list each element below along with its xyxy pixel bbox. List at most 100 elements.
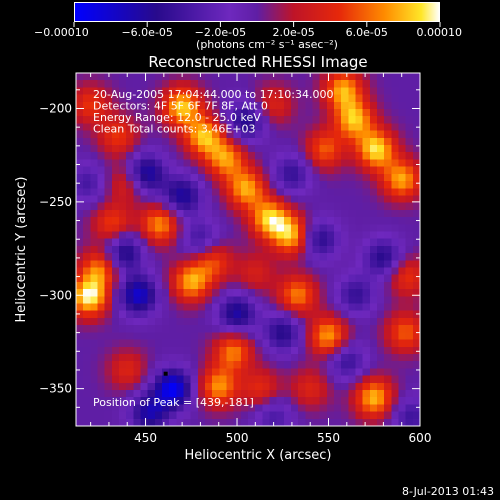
annotation-line: Clean Total counts: 3.46E+03 (93, 123, 256, 136)
colorbar-cell (402, 2, 404, 22)
colorbar-cell (433, 2, 435, 22)
colorbar-cell (204, 2, 206, 22)
colorbar-cell (304, 2, 306, 22)
colorbar-cell (190, 2, 192, 22)
colorbar-cell (161, 2, 163, 22)
colorbar-tick-label: 0.00010 (417, 26, 463, 39)
colorbar-cell (325, 2, 327, 22)
colorbar-cell (194, 2, 196, 22)
colorbar-cell (141, 2, 143, 22)
colorbar-cell (109, 2, 111, 22)
colorbar-cell (307, 2, 309, 22)
colorbar-cell (391, 2, 393, 22)
colorbar-cell (216, 2, 218, 22)
colorbar-cell (401, 2, 403, 22)
x-tick-label: 550 (317, 431, 340, 445)
colorbar-cell (217, 2, 219, 22)
colorbar-cell (223, 2, 225, 22)
colorbar-cell (226, 2, 228, 22)
annotation-line: Energy Range: 12.0 - 25.0 keV (93, 111, 261, 124)
colorbar-cell (103, 2, 105, 22)
colorbar-cell (95, 2, 97, 22)
colorbar-cell (338, 2, 340, 22)
colorbar-cell (143, 2, 145, 22)
colorbar-cell (278, 2, 280, 22)
colorbar-cell (327, 2, 329, 22)
colorbar-cell (192, 2, 194, 22)
colorbar-tick-label: −0.00010 (34, 26, 89, 39)
colorbar-cell (431, 2, 433, 22)
colorbar-cell (108, 2, 110, 22)
colorbar-cell (125, 2, 127, 22)
colorbar-cell (389, 2, 391, 22)
colorbar-cell (142, 2, 144, 22)
colorbar-cell (160, 2, 162, 22)
colorbar-cell (378, 2, 380, 22)
colorbar-cell (424, 2, 426, 22)
colorbar-cell (353, 2, 355, 22)
colorbar-cell (171, 2, 173, 22)
colorbar-cell (150, 2, 152, 22)
colorbar-cell (96, 2, 98, 22)
colorbar-cell (295, 2, 297, 22)
colorbar-cell (242, 2, 244, 22)
colorbar-cell (210, 2, 212, 22)
colorbar-cell (364, 2, 366, 22)
colorbar-cell (418, 2, 420, 22)
colorbar-cell (83, 2, 85, 22)
colorbar-cell (120, 2, 122, 22)
colorbar-cell (98, 2, 100, 22)
colorbar-cell (316, 2, 318, 22)
colorbar-cell (183, 2, 185, 22)
colorbar-cell (131, 2, 133, 22)
colorbar-cell (300, 2, 302, 22)
colorbar-cell (136, 2, 138, 22)
colorbar-cell (87, 2, 89, 22)
colorbar-cell (78, 2, 80, 22)
colorbar-cell (117, 2, 119, 22)
colorbar-cell (252, 2, 254, 22)
colorbar-cell (344, 2, 346, 22)
colorbar-cell (228, 2, 230, 22)
colorbar-cell (427, 2, 429, 22)
colorbar-cell (415, 2, 417, 22)
colorbar-cell (104, 2, 106, 22)
colorbar-cell (265, 2, 267, 22)
colorbar-cell (191, 2, 193, 22)
colorbar-cell (342, 2, 344, 22)
colorbar-cell (262, 2, 264, 22)
colorbar-cell (254, 2, 256, 22)
colorbar-cell (337, 2, 339, 22)
colorbar-cell (341, 2, 343, 22)
colorbar-cell (429, 2, 431, 22)
colorbar-cell (187, 2, 189, 22)
colorbar-cell (102, 2, 104, 22)
colorbar-cell (411, 2, 413, 22)
colorbar-cell (234, 2, 236, 22)
colorbar-cell (244, 2, 246, 22)
annotation-line: 20-Aug-2005 17:04:44.000 to 17:10:34.000 (93, 88, 334, 101)
colorbar-cell (428, 2, 430, 22)
peak-marker (163, 371, 168, 376)
colorbar-cell (355, 2, 357, 22)
colorbar-cell (397, 2, 399, 22)
colorbar-cell (284, 2, 286, 22)
colorbar-cell (430, 2, 432, 22)
colorbar-cell (264, 2, 266, 22)
colorbar-cell (423, 2, 425, 22)
colorbar-cell (380, 2, 382, 22)
colorbar-cell (195, 2, 197, 22)
colorbar-cell (333, 2, 335, 22)
colorbar-cell (322, 2, 324, 22)
colorbar-cell (119, 2, 121, 22)
annotation-line: Detectors: 4F 5F 6F 7F 8F, Att 0 (93, 100, 268, 113)
colorbar-cell (133, 2, 135, 22)
colorbar-cell (185, 2, 187, 22)
colorbar-cell (398, 2, 400, 22)
x-tick-label: 500 (226, 431, 249, 445)
colorbar-cell (212, 2, 214, 22)
colorbar-cell (123, 2, 125, 22)
x-axis-label: Heliocentric X (arcsec) (185, 448, 332, 463)
colorbar-cell (111, 2, 113, 22)
colorbar-cell (146, 2, 148, 22)
